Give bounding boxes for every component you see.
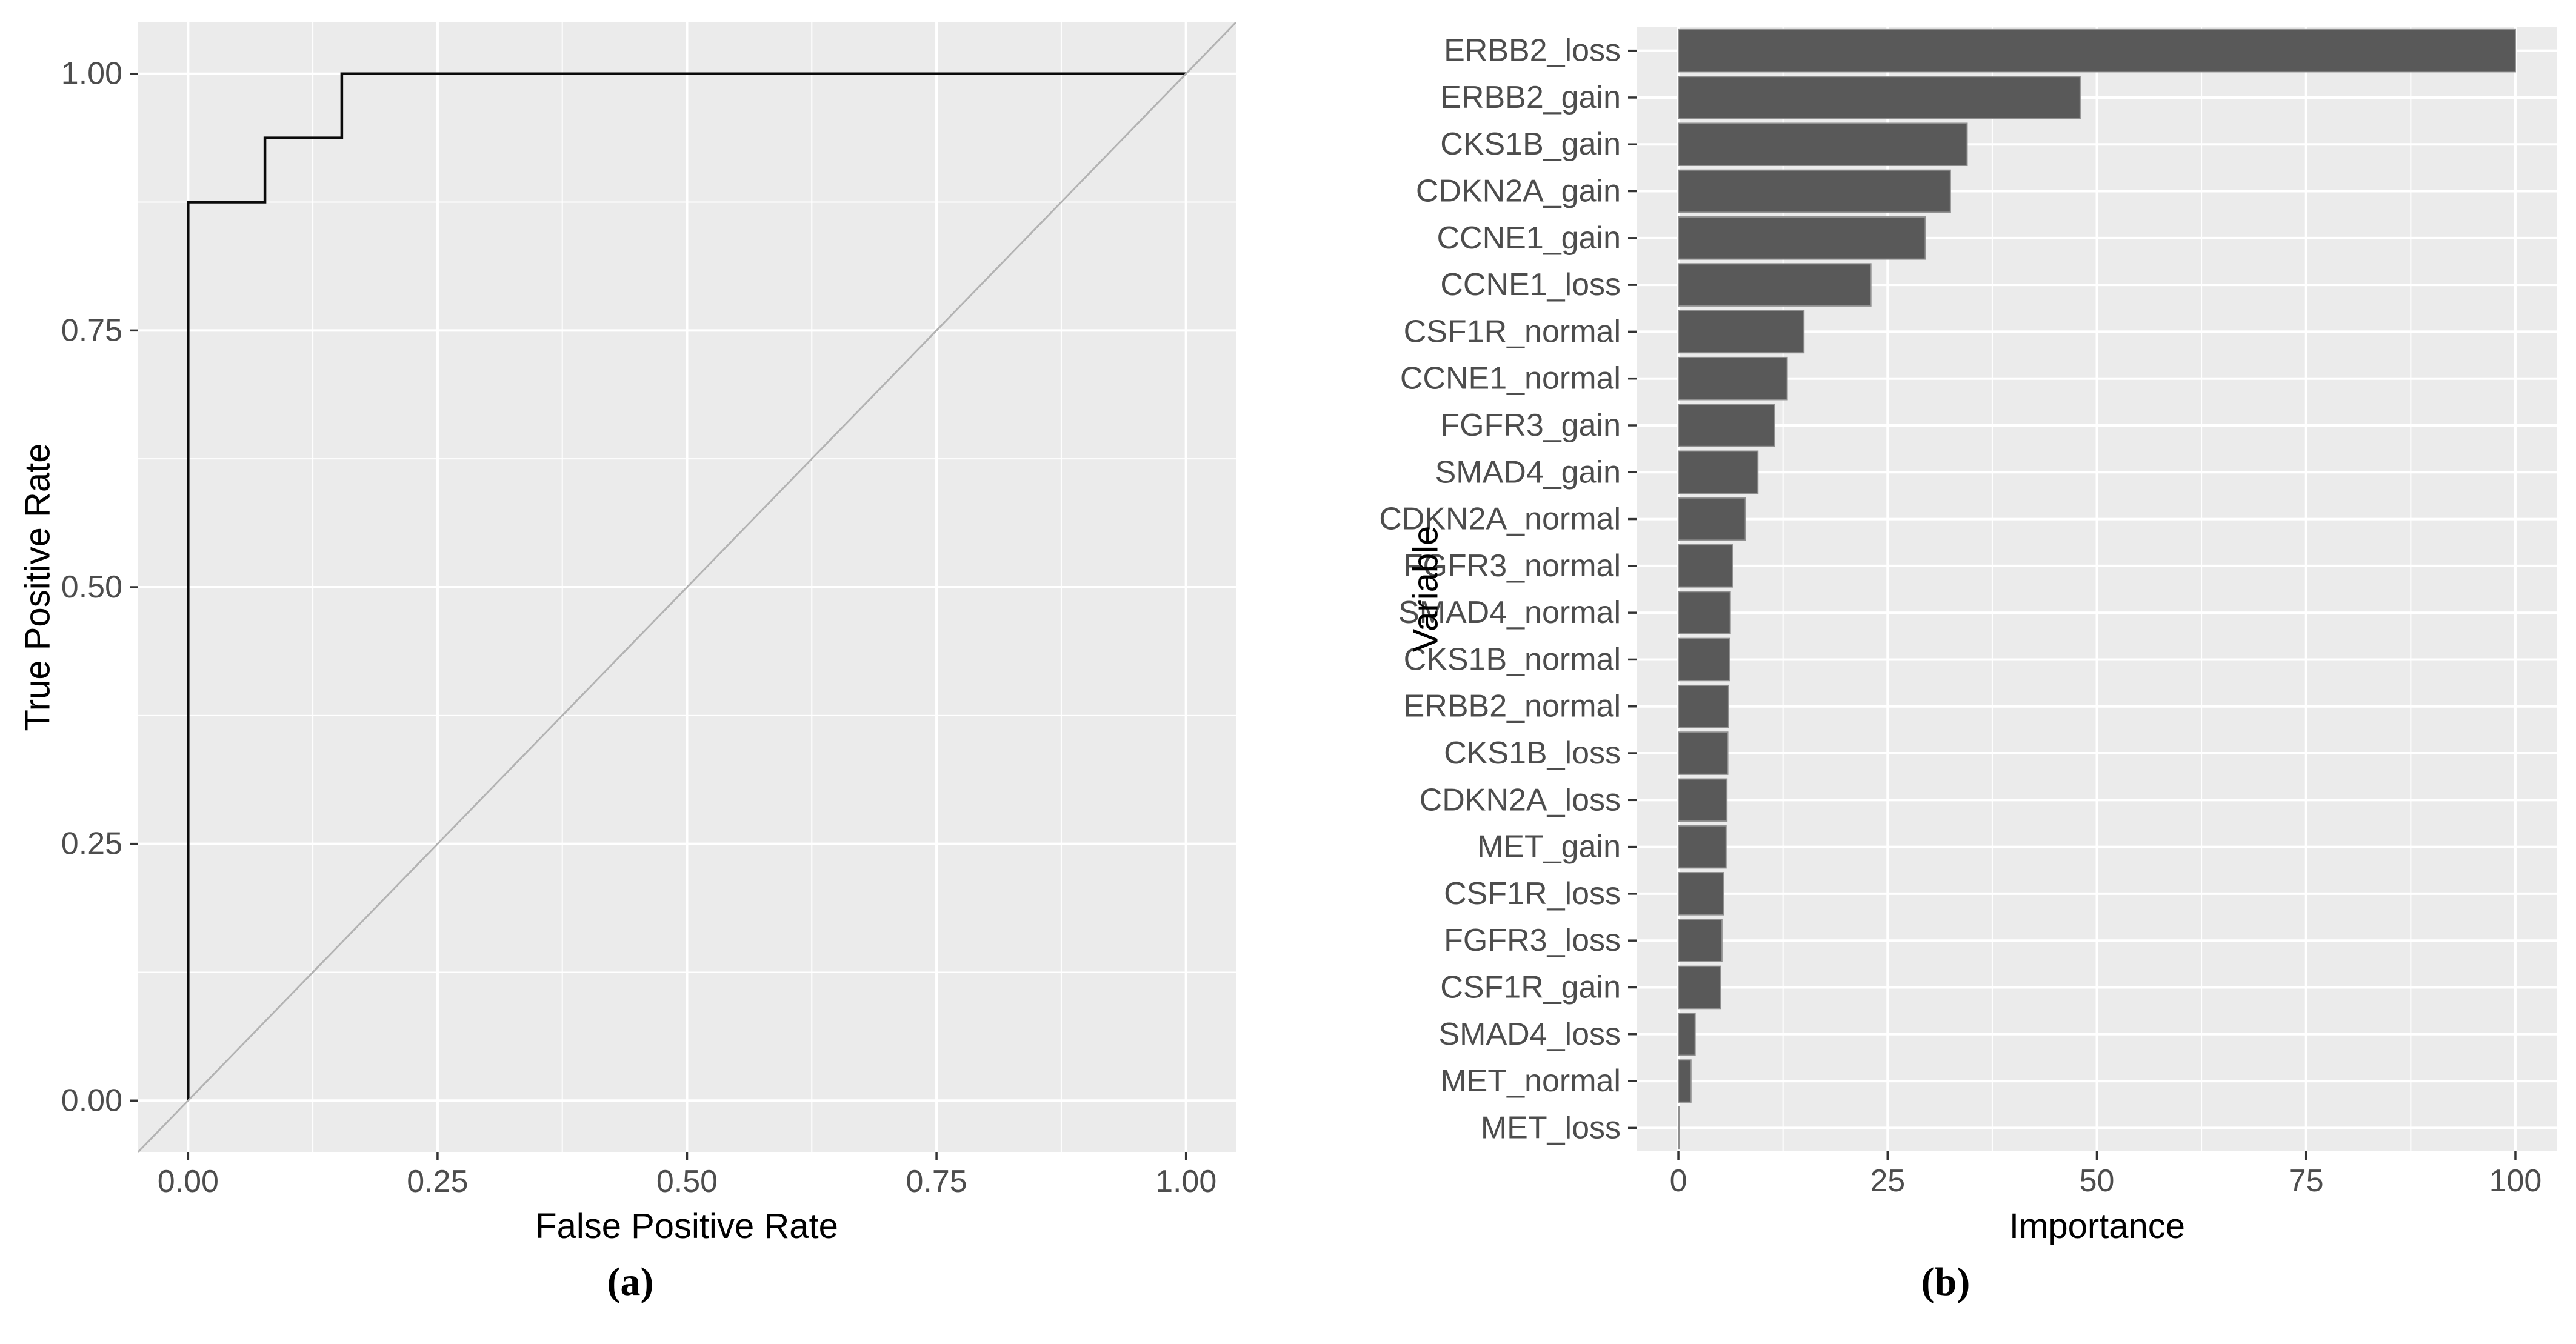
- bar-SMAD4_loss: [1678, 1012, 1696, 1056]
- bar-CKS1B_gain: [1678, 122, 1968, 167]
- category-label: MET_loss: [1481, 1110, 1621, 1145]
- category-label: CDKN2A_loss: [1420, 782, 1621, 817]
- bar-CCNE1_normal: [1678, 356, 1788, 401]
- category-label: CCNE1_normal: [1400, 361, 1621, 396]
- category-label: CDKN2A_normal: [1379, 502, 1621, 537]
- caption-a: (a): [607, 1260, 654, 1304]
- category-label: CKS1B_normal: [1404, 642, 1621, 677]
- bar-CDKN2A_normal: [1678, 497, 1746, 541]
- roc-y-axis-title: True Positive Rate: [18, 443, 58, 731]
- category-label: CDKN2A_gain: [1416, 174, 1621, 209]
- category-label: MET_normal: [1440, 1063, 1621, 1099]
- x-tick-label: 75: [2289, 1163, 2324, 1199]
- importance-y-axis-title: Variable: [1406, 525, 1446, 653]
- category-label: CKS1B_gain: [1440, 127, 1621, 162]
- bar-FGFR3_gain: [1678, 404, 1775, 447]
- y-tick-label: 0.75: [61, 313, 122, 348]
- category-label: SMAD4_loss: [1438, 1017, 1621, 1052]
- bar-ERBB2_gain: [1678, 76, 2081, 119]
- bar-ERBB2_normal: [1678, 684, 1729, 728]
- category-label: SMAD4_normal: [1398, 595, 1621, 630]
- bar-CCNE1_gain: [1678, 216, 1926, 260]
- category-label: ERBB2_gain: [1440, 80, 1621, 115]
- bar-CDKN2A_loss: [1678, 778, 1728, 822]
- bar-FGFR3_normal: [1678, 544, 1733, 588]
- x-tick-label: 25: [1870, 1163, 1905, 1199]
- bar-CSF1R_normal: [1678, 310, 1805, 354]
- x-tick-label: 0: [1670, 1163, 1687, 1199]
- chance-diagonal-line: [137, 21, 1237, 1153]
- category-label: FGFR3_gain: [1440, 408, 1621, 443]
- category-label: CSF1R_gain: [1440, 970, 1621, 1005]
- category-label: SMAD4_gain: [1435, 454, 1621, 490]
- roc-curve-line: [187, 72, 1186, 1101]
- bar-MET_gain: [1678, 825, 1727, 869]
- bar-ERBB2_loss: [1678, 28, 2516, 73]
- y-tick-label: 0.00: [61, 1083, 122, 1118]
- category-label: CCNE1_loss: [1440, 267, 1621, 302]
- bar-CSF1R_gain: [1678, 965, 1721, 1010]
- x-tick-label: 0.75: [906, 1164, 967, 1199]
- category-label: FGFR3_loss: [1444, 923, 1621, 958]
- category-label: ERBB2_normal: [1404, 689, 1621, 724]
- bar-SMAD4_gain: [1678, 450, 1759, 494]
- category-label: CKS1B_loss: [1444, 736, 1621, 771]
- x-tick-label: 0.25: [407, 1164, 468, 1199]
- bar-FGFR3_loss: [1678, 919, 1723, 962]
- bar-CKS1B_loss: [1678, 731, 1729, 775]
- category-label: ERBB2_loss: [1444, 33, 1621, 68]
- caption-b: (b): [1921, 1260, 1970, 1304]
- x-tick-label: 0.50: [656, 1164, 718, 1199]
- category-label: MET_gain: [1477, 830, 1621, 865]
- category-label: CSF1R_loss: [1444, 876, 1621, 911]
- category-label: CCNE1_gain: [1437, 221, 1621, 256]
- bar-CSF1R_loss: [1678, 872, 1724, 916]
- y-tick-label: 1.00: [61, 56, 122, 91]
- y-tick-label: 0.50: [61, 570, 122, 605]
- x-tick-label: 50: [2080, 1163, 2115, 1199]
- bar-CKS1B_normal: [1678, 637, 1730, 682]
- category-label: CSF1R_normal: [1404, 314, 1621, 349]
- y-tick-label: 0.25: [61, 827, 122, 862]
- bar-CCNE1_loss: [1678, 263, 1872, 307]
- bar-MET_loss: [1678, 1106, 1680, 1150]
- x-tick-label: 1.00: [1155, 1164, 1216, 1199]
- x-tick-label: 100: [2489, 1163, 2542, 1199]
- importance-x-axis-title: Importance: [2009, 1206, 2186, 1246]
- bar-CDKN2A_gain: [1678, 169, 1951, 213]
- bar-MET_normal: [1678, 1059, 1692, 1103]
- bar-SMAD4_normal: [1678, 591, 1731, 634]
- x-tick-label: 0.00: [158, 1164, 219, 1199]
- roc-x-axis-title: False Positive Rate: [535, 1206, 838, 1246]
- category-label: FGFR3_normal: [1404, 548, 1621, 584]
